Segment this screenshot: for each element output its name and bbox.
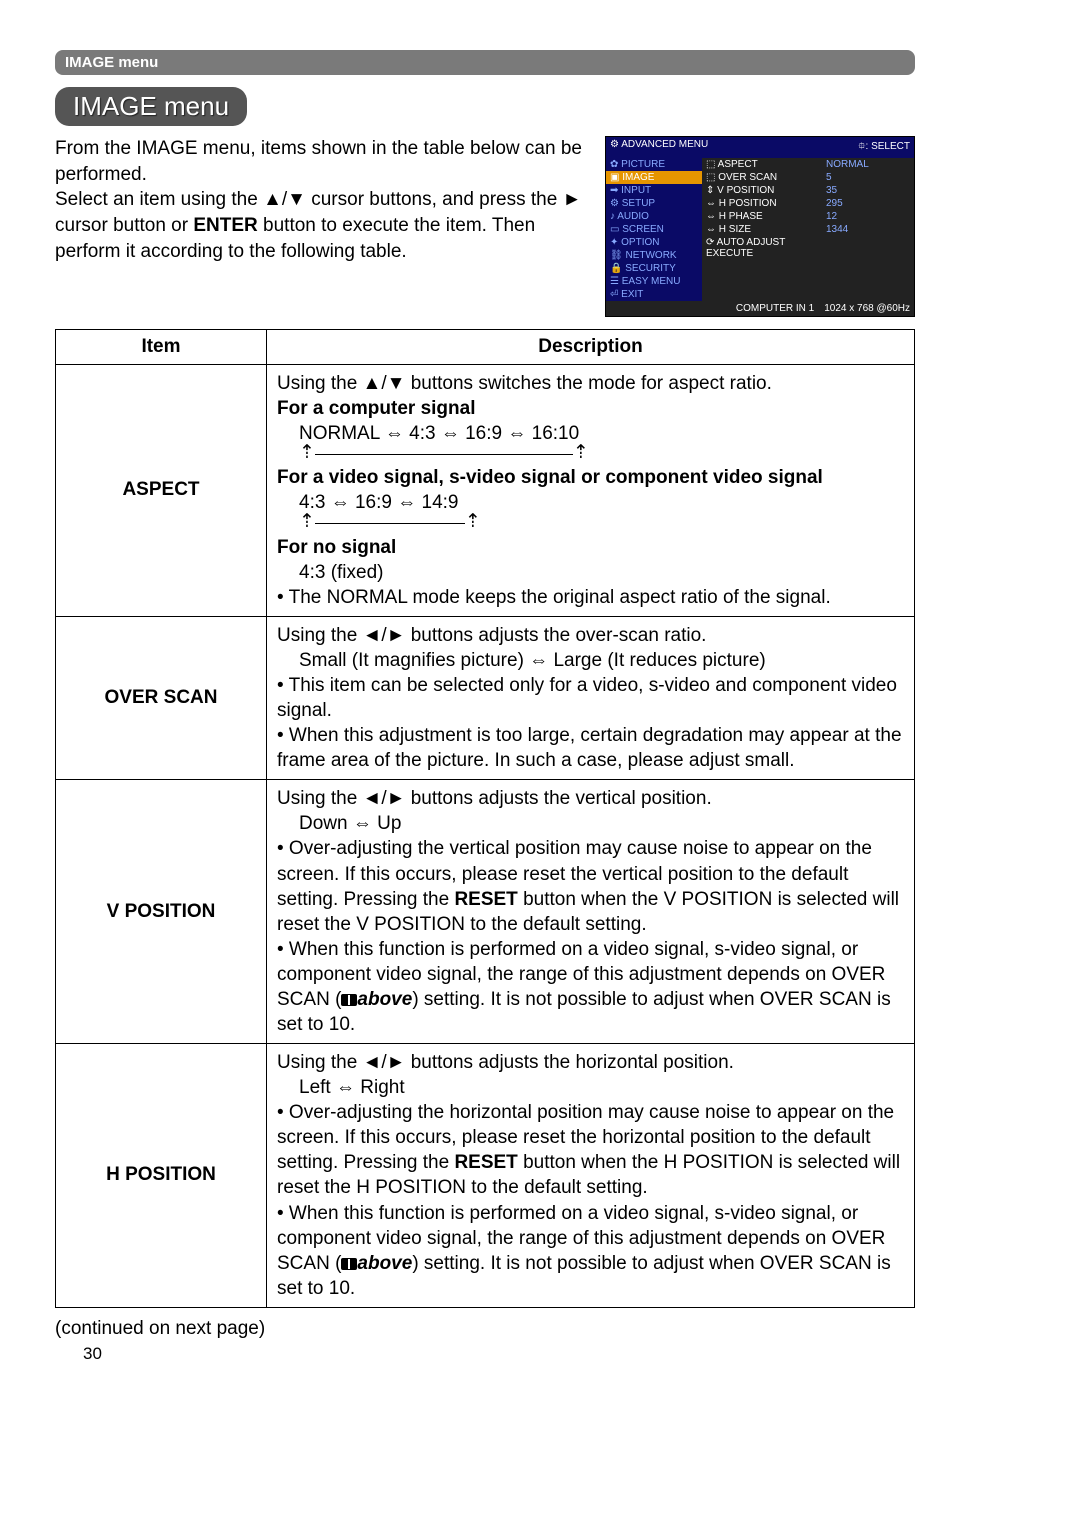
osd-left-item: ☰ EASY MENU [606, 275, 702, 288]
vp-above: above [357, 989, 412, 1010]
osd-left-item: ▣ IMAGE [606, 171, 702, 184]
hp-l2: Left ⇔ Right [277, 1075, 904, 1100]
th-desc: Description [267, 330, 915, 365]
osd-left-item: ⚙ SETUP [606, 197, 702, 210]
osd-top-right: ⯐: SELECT [858, 139, 910, 156]
osd-center-item: ⇔ H SIZE [702, 223, 822, 236]
aspect-cycle1: ⇡⇡ [277, 444, 904, 461]
osd-left-item: ▭ SCREEN [606, 223, 702, 236]
hp-above: above [357, 1253, 412, 1274]
osd-center-item: ⇔ H POSITION [702, 197, 822, 210]
osd-right-item: 12 [822, 210, 914, 223]
osd-center-item: ⬚ ASPECT [702, 158, 822, 171]
page-number: 30 [83, 1344, 915, 1364]
cell-item-aspect: ASPECT [56, 365, 267, 617]
osd-left-item: ➡ INPUT [606, 184, 702, 197]
cell-desc-hpos: Using the ◄/► buttons adjusts the horizo… [267, 1044, 915, 1308]
osd-right-item: 35 [822, 184, 914, 197]
osd-left-col: ✿ PICTURE▣ IMAGE➡ INPUT⚙ SETUP♪ AUDIO▭ S… [606, 158, 702, 301]
section-header-bar: IMAGE menu [55, 50, 915, 75]
os-l2: Small (It magnifies picture) ⇔ Large (It… [277, 648, 904, 673]
osd-bottom-left: COMPUTER IN 1 [736, 303, 814, 314]
os-l1: Using the ◄/► buttons adjusts the over-s… [277, 625, 706, 646]
aspect-l4: For a video signal, s-video signal or co… [277, 467, 823, 488]
os-l4: • When this adjustment is too large, cer… [277, 725, 902, 771]
th-item: Item [56, 330, 267, 365]
osd-left-item: ⛓ NETWORK [606, 249, 702, 262]
cell-item-vpos: V POSITION [56, 780, 267, 1044]
osd-center-item: ⟳ AUTO ADJUST EXECUTE [702, 236, 822, 260]
aspect-l3: NORMAL ⇔ 4:3 ⇔ 16:9 ⇔ 16:10 [277, 421, 904, 446]
main-table: Item Description ASPECT Using the ▲/▼ bu… [55, 329, 915, 1308]
aspect-l5: 4:3 ⇔ 16:9 ⇔ 14:9 [277, 490, 904, 515]
vp-l1: Using the ◄/► buttons adjusts the vertic… [277, 788, 712, 809]
hp-l1: Using the ◄/► buttons adjusts the horizo… [277, 1052, 734, 1073]
osd-center-item: ⇔ H PHASE [702, 210, 822, 223]
cell-desc-vpos: Using the ◄/► buttons adjusts the vertic… [267, 780, 915, 1044]
osd-right-item: 5 [822, 171, 914, 184]
aspect-l7: 4:3 (fixed) [277, 560, 904, 585]
hp-reset: RESET [454, 1152, 517, 1173]
osd-center-item: ⇕ V POSITION [702, 184, 822, 197]
osd-left-item: ♪ AUDIO [606, 210, 702, 223]
aspect-l1: Using the ▲/▼ buttons switches the mode … [277, 373, 772, 394]
aspect-l6: For no signal [277, 537, 396, 558]
osd-left-item: 🔒 SECURITY [606, 262, 702, 275]
cell-item-overscan: OVER SCAN [56, 616, 267, 779]
intro-row: From the IMAGE menu, items shown in the … [55, 136, 915, 317]
book-icon [341, 1258, 357, 1270]
aspect-l2: For a computer signal [277, 398, 475, 419]
intro-p1: From the IMAGE menu, items shown in the … [55, 138, 582, 185]
osd-center-col: ⬚ ASPECT⬚ OVER SCAN⇕ V POSITION⇔ H POSIT… [702, 158, 822, 301]
osd-top-left: ⚙ ADVANCED MENU [610, 139, 708, 156]
vp-reset: RESET [454, 889, 517, 910]
pill-title: IMAGE menu [55, 87, 247, 126]
intro-enter: ENTER [193, 215, 257, 236]
aspect-l8: • The NORMAL mode keeps the original asp… [277, 587, 831, 608]
osd-left-item: ✿ PICTURE [606, 158, 702, 171]
osd-bottom-right: 1024 x 768 @60Hz [824, 303, 910, 314]
intro-text: From the IMAGE menu, items shown in the … [55, 136, 605, 264]
book-icon [341, 994, 357, 1006]
aspect-cycle2: ⇡⇡ [277, 513, 904, 530]
osd-center-item: ⬚ OVER SCAN [702, 171, 822, 184]
cell-desc-overscan: Using the ◄/► buttons adjusts the over-s… [267, 616, 915, 779]
os-l3: • This item can be selected only for a v… [277, 675, 897, 721]
cell-item-hpos: H POSITION [56, 1044, 267, 1308]
osd-right-item [822, 236, 914, 249]
osd-right-item: 1344 [822, 223, 914, 236]
vp-l2: Down ⇔ Up [277, 811, 904, 836]
osd-right-col: NORMAL535295121344 [822, 158, 914, 301]
osd-right-item: NORMAL [822, 158, 914, 171]
osd-right-item: 295 [822, 197, 914, 210]
osd-screenshot: ⚙ ADVANCED MENU ⯐: SELECT ✿ PICTURE▣ IMA… [605, 136, 915, 317]
osd-left-item: ⏎ EXIT [606, 288, 702, 301]
cell-desc-aspect: Using the ▲/▼ buttons switches the mode … [267, 365, 915, 617]
continued-note: (continued on next page) [55, 1318, 915, 1340]
osd-left-item: ✦ OPTION [606, 236, 702, 249]
